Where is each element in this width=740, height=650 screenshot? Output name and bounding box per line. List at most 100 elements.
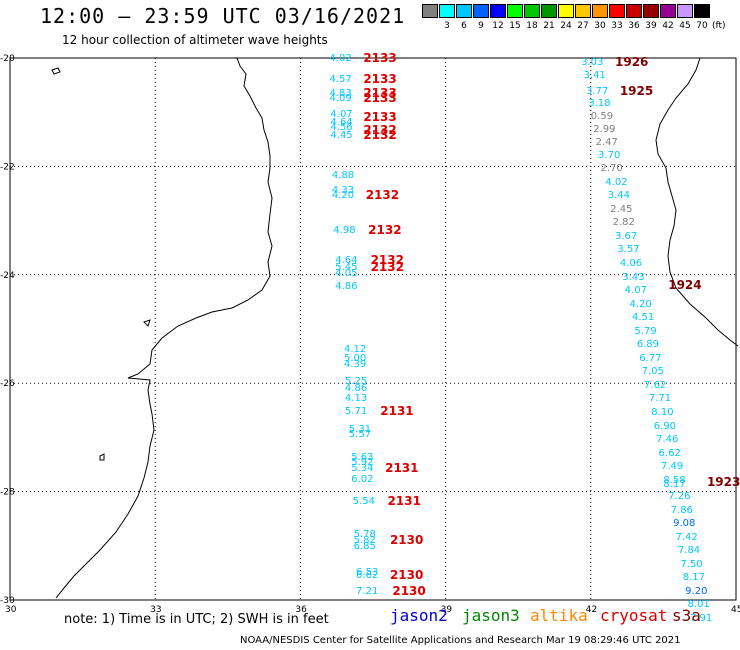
wave-height-value: 6.62: [356, 569, 379, 581]
wave-height-value: 4.02: [329, 53, 352, 65]
wave-height-value: 5.00: [343, 353, 367, 365]
map-frame: [9, 57, 737, 601]
scale-label: 30: [594, 21, 606, 31]
lon-label: 33: [150, 605, 161, 615]
wave-height-value: 4.09: [329, 93, 352, 105]
wave-height-value: 4.51: [631, 312, 655, 324]
pass-number-label: 2130: [389, 567, 424, 582]
wave-height-value: 4.64: [335, 255, 358, 267]
lon-label: 36: [295, 605, 307, 615]
wave-height-value: 7.86: [670, 504, 693, 516]
scale-label: 42: [662, 21, 674, 31]
scale-label: 15: [509, 21, 521, 31]
wave-height-value: 8.58: [663, 474, 686, 486]
wave-height-value: 4.86: [344, 382, 368, 394]
scale-swatch: [575, 4, 591, 18]
scale-label: 9: [478, 21, 484, 31]
pass-number-label: 2132: [370, 260, 404, 275]
pass-number-label: 2133: [363, 51, 397, 66]
wave-height-value: 2.45: [610, 203, 633, 215]
wave-height-value: 6.89: [636, 339, 660, 351]
lon-label: 39: [441, 605, 453, 615]
wave-height-value: 7.42: [675, 531, 698, 543]
map-title: 12:00 – 23:59 UTC 03/16/2021: [40, 4, 406, 28]
wave-height-value: 7.62: [644, 379, 667, 391]
legend-item-jason3: jason3: [462, 606, 520, 625]
scale-swatch: [439, 4, 455, 18]
wave-height-value: 4.07: [624, 285, 647, 297]
scale-label: 24: [560, 21, 572, 31]
wave-height-value: 8.17: [682, 572, 706, 584]
wave-height-value: 8.01: [687, 599, 710, 611]
wave-height-value: 5.25: [344, 375, 368, 387]
wave-height-value: 7.84: [677, 545, 701, 557]
lat-label: -24: [0, 271, 15, 281]
scale-swatch: [694, 4, 710, 18]
wave-height-value: 0.59: [590, 110, 614, 122]
pass-number-label: 2133: [363, 71, 397, 86]
footer-note: note: 1) Time is in UTC; 2) SWH is in fe…: [64, 612, 329, 627]
wave-height-value: 5.31: [348, 423, 372, 435]
wave-height-value: 2.70: [600, 163, 623, 175]
lon-label: 42: [586, 605, 597, 615]
scale-swatch: [473, 4, 489, 18]
island-small-1: [51, 67, 61, 75]
legend-item-s3a: s3a: [672, 606, 701, 625]
scale-swatch: [626, 4, 642, 18]
wave-height-value: 5.79: [634, 325, 657, 337]
lat-label: -26: [0, 379, 15, 389]
scale-swatch: [422, 4, 438, 18]
scale-swatch: [541, 4, 557, 18]
wave-height-value: 6.90: [653, 420, 676, 432]
scale-label: 36: [628, 21, 640, 31]
pass-number-label: 2133: [363, 109, 397, 124]
wave-height-value: 5.57: [348, 429, 372, 441]
lon-label: 30: [5, 605, 17, 615]
wave-height-value: 4.45: [330, 129, 353, 141]
wave-height-value: 4.05: [335, 267, 358, 279]
wave-height-value: 5.34: [351, 462, 374, 474]
wave-height-value: 3.70: [598, 149, 621, 161]
pass-number-label: 1925: [619, 83, 654, 98]
scale-label: 70: [696, 21, 708, 31]
scale-swatch: [643, 4, 659, 18]
wave-height-value: 5.54: [352, 496, 375, 508]
scale-label: 3: [444, 21, 450, 31]
coastline-mozambique: [55, 57, 273, 599]
wave-height-value: 5.45: [335, 262, 358, 274]
pass-number-label: 2131: [387, 494, 421, 509]
scale-swatch: [592, 4, 608, 18]
pass-number-label: 1923: [706, 475, 740, 490]
wave-height-value: 4.57: [329, 73, 352, 85]
scale-label: 12: [492, 21, 504, 31]
wave-height-value: 4.06: [619, 257, 643, 269]
pass-number-label: 2130: [392, 583, 426, 598]
wave-height-value: 7.49: [660, 461, 684, 473]
wave-height-value: 5.92: [351, 457, 374, 469]
scale-label: 21: [543, 21, 555, 31]
wave-height-value: 3.77: [585, 85, 609, 97]
lon-label: 45: [731, 605, 740, 615]
wave-height-value: 3.03: [581, 57, 604, 69]
pass-number-label: 2131: [385, 460, 419, 475]
scale-swatch: [677, 4, 693, 18]
wave-height-value: 8.17: [663, 479, 686, 491]
wave-height-value: 4.83: [329, 87, 352, 99]
wave-height-value: 5.82: [353, 535, 376, 547]
wave-height-value: 3.43: [622, 271, 645, 283]
wave-height-value: 6.85: [353, 540, 376, 552]
legend-item-altika: altika: [530, 606, 588, 625]
pass-number-label: 2132: [370, 253, 404, 268]
wave-height-value: 3.41: [583, 69, 606, 81]
lat-label: -28: [0, 488, 15, 498]
scale-swatch: [558, 4, 574, 18]
coastline: [51, 57, 739, 599]
lat-label: -30: [0, 596, 15, 606]
wave-height-value: 7.50: [680, 558, 703, 570]
wave-height-value: 4.64: [330, 117, 353, 129]
scale-swatch: [490, 4, 506, 18]
scale-label: 6: [461, 21, 467, 31]
pass-number-label: 2132: [363, 127, 397, 142]
map-subtitle: 12 hour collection of altimeter wave hei…: [62, 33, 328, 47]
wave-height-value: 4.12: [343, 343, 367, 355]
